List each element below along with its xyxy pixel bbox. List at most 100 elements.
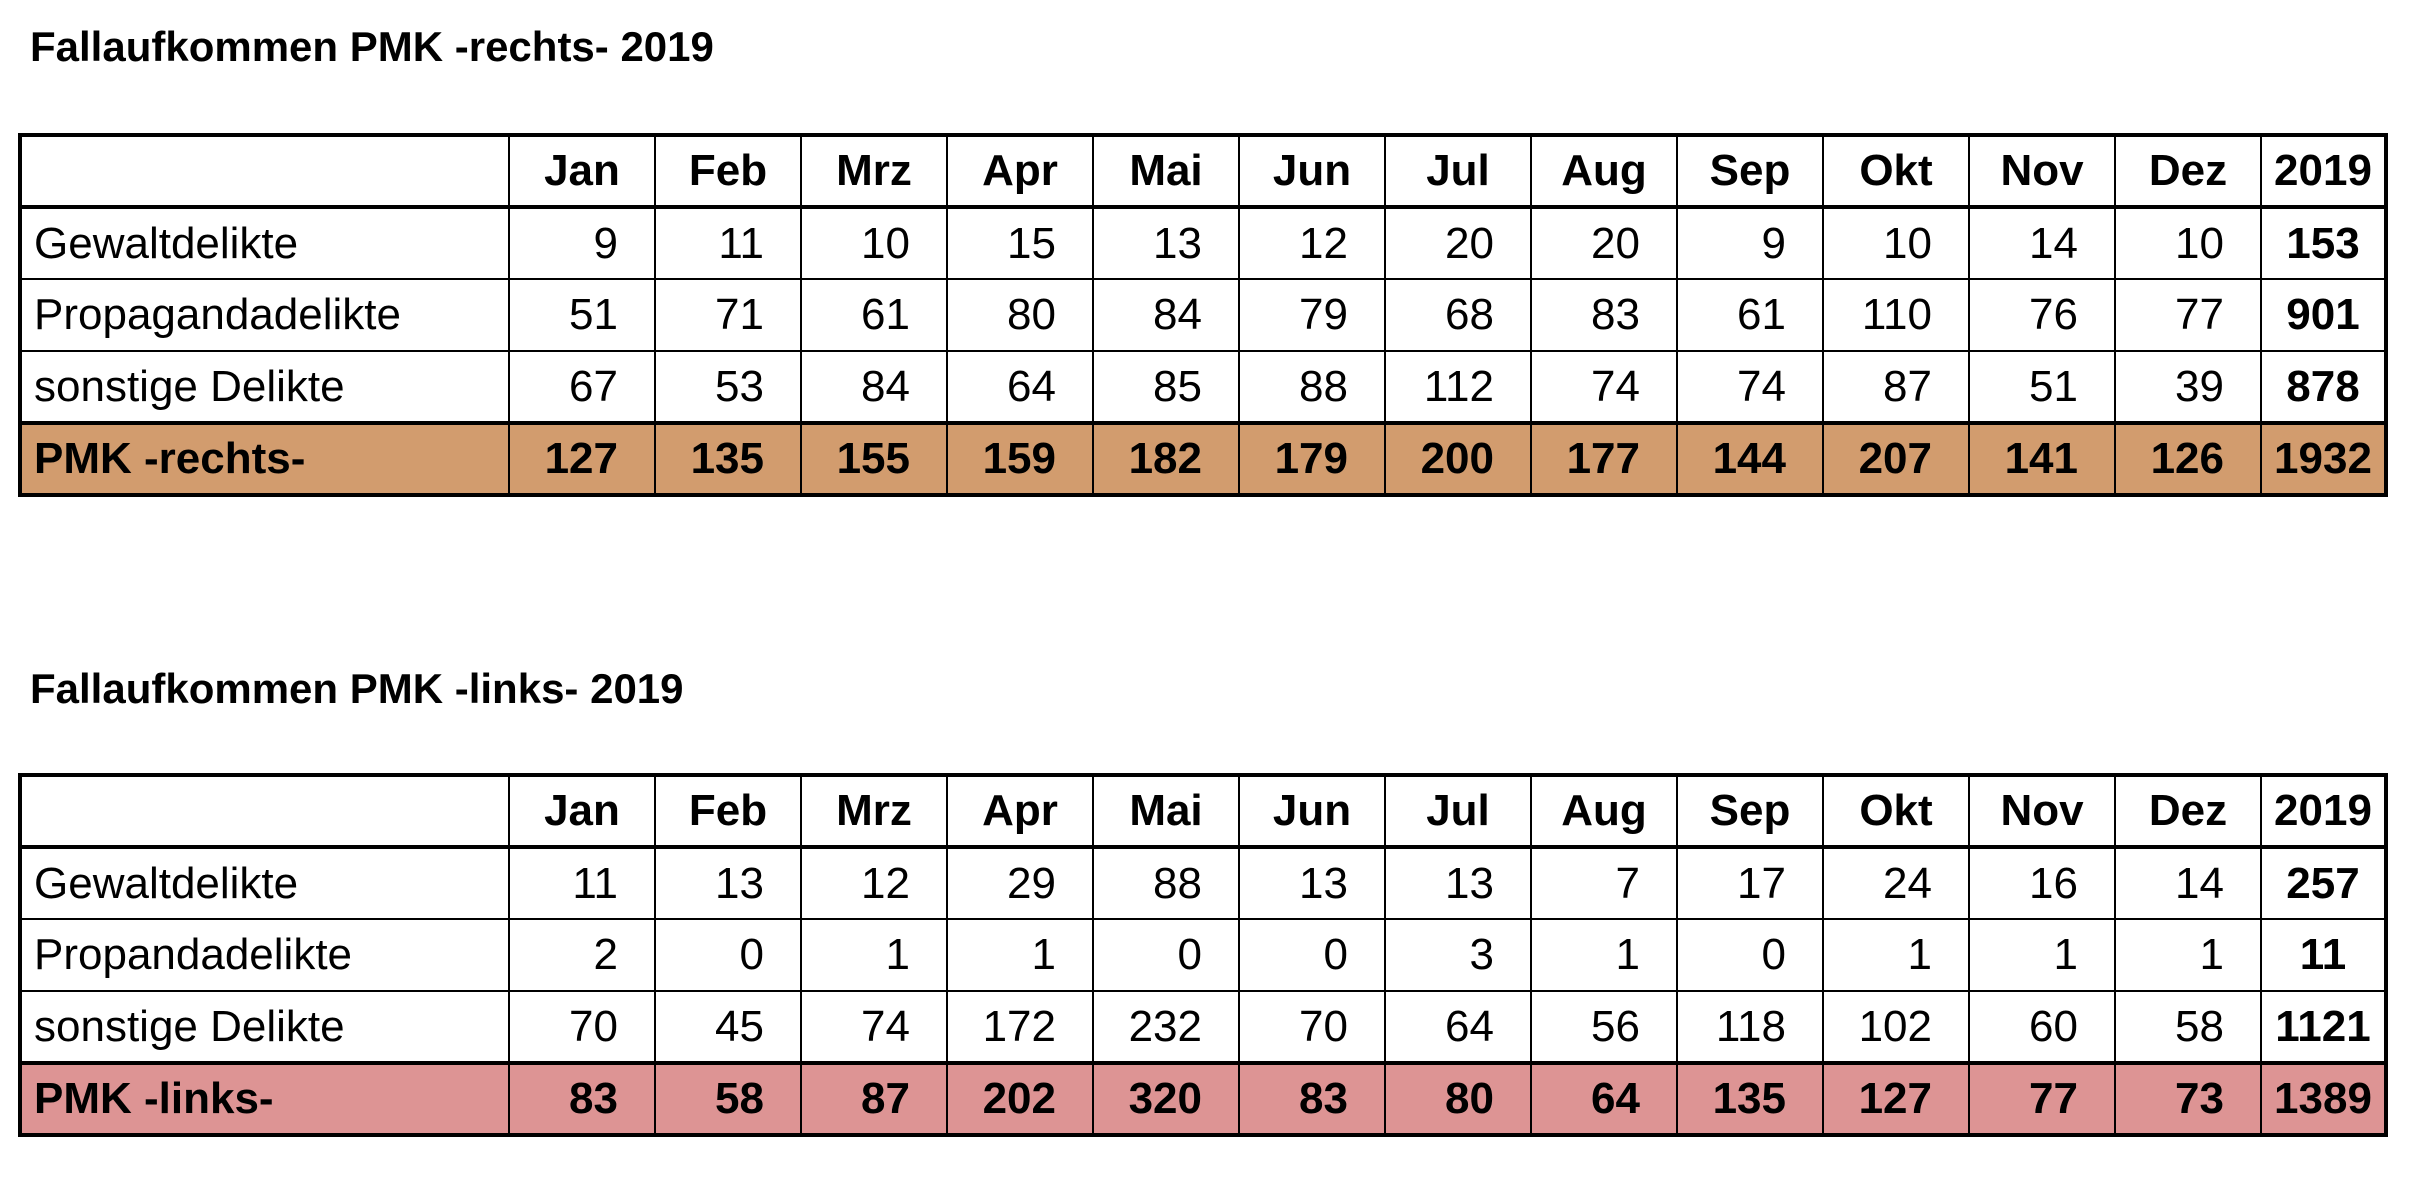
total-value-cell: 182 bbox=[1092, 421, 1240, 496]
column-header-apr: Apr bbox=[946, 774, 1094, 849]
row-label: Gewaltdelikte bbox=[19, 846, 510, 920]
column-header-nov: Nov bbox=[1968, 774, 2116, 849]
value-cell: 232 bbox=[1092, 990, 1240, 1064]
value-cell: 29 bbox=[946, 846, 1094, 920]
corner-cell bbox=[19, 774, 510, 849]
total-value-cell: 64 bbox=[1530, 1061, 1678, 1136]
data-row: Gewaltdelikte 9 11 10 15 13 12 20 20 9 10 14 10 153 bbox=[19, 206, 2387, 280]
value-cell: 1 bbox=[1822, 918, 1970, 992]
row-label: Propandadelikte bbox=[19, 918, 510, 992]
value-cell: 13 bbox=[1384, 846, 1532, 920]
value-cell: 80 bbox=[946, 278, 1094, 352]
value-cell: 9 bbox=[1676, 206, 1824, 280]
total-value-cell: 83 bbox=[1238, 1061, 1386, 1136]
total-value-cell: 73 bbox=[2114, 1061, 2262, 1136]
value-cell: 12 bbox=[800, 846, 948, 920]
value-cell: 10 bbox=[800, 206, 948, 280]
column-header-jun: Jun bbox=[1238, 774, 1386, 849]
row-total-cell: 11 bbox=[2260, 918, 2387, 992]
value-cell: 61 bbox=[1676, 278, 1824, 352]
value-cell: 15 bbox=[946, 206, 1094, 280]
value-cell: 84 bbox=[1092, 278, 1240, 352]
column-header-feb: Feb bbox=[654, 774, 802, 849]
value-cell: 51 bbox=[508, 278, 656, 352]
value-cell: 53 bbox=[654, 350, 802, 424]
value-cell: 24 bbox=[1822, 846, 1970, 920]
value-cell: 74 bbox=[800, 990, 948, 1064]
data-row: Propandadelikte 2 0 1 1 0 0 3 1 0 1 1 1 11 bbox=[19, 918, 2387, 992]
value-cell: 9 bbox=[508, 206, 656, 280]
total-value-cell: 126 bbox=[2114, 421, 2262, 496]
column-header-2019: 2019 bbox=[2260, 774, 2387, 849]
row-label: sonstige Delikte bbox=[19, 350, 510, 424]
value-cell: 11 bbox=[508, 846, 656, 920]
page-title-pmk-links: Fallaufkommen PMK -links- 2019 bbox=[30, 665, 684, 712]
row-total-cell: 257 bbox=[2260, 846, 2387, 920]
value-cell: 60 bbox=[1968, 990, 2116, 1064]
total-value-cell: 127 bbox=[508, 421, 656, 496]
value-cell: 20 bbox=[1384, 206, 1532, 280]
column-header-jan: Jan bbox=[508, 134, 656, 209]
value-cell: 1 bbox=[1530, 918, 1678, 992]
value-cell: 11 bbox=[654, 206, 802, 280]
data-row: sonstige Delikte 70 45 74 172 232 70 64 56 118 102… bbox=[19, 990, 2387, 1064]
value-cell: 2 bbox=[508, 918, 656, 992]
total-value-cell: 320 bbox=[1092, 1061, 1240, 1136]
total-value-cell: 155 bbox=[800, 421, 948, 496]
row-total-cell: 1121 bbox=[2260, 990, 2387, 1064]
value-cell: 20 bbox=[1530, 206, 1678, 280]
total-row-label: PMK -rechts- bbox=[19, 421, 510, 496]
value-cell: 61 bbox=[800, 278, 948, 352]
column-header-aug: Aug bbox=[1530, 134, 1678, 209]
value-cell: 13 bbox=[1092, 206, 1240, 280]
total-value-cell: 141 bbox=[1968, 421, 2116, 496]
value-cell: 0 bbox=[1676, 918, 1824, 992]
column-header-mai: Mai bbox=[1092, 134, 1240, 209]
total-row: PMK -links- 83 58 87 202 320 83 80 64 135 127 77 73 1… bbox=[19, 1061, 2387, 1136]
value-cell: 14 bbox=[2114, 846, 2262, 920]
column-header-mrz: Mrz bbox=[800, 134, 948, 209]
value-cell: 0 bbox=[654, 918, 802, 992]
value-cell: 77 bbox=[2114, 278, 2262, 352]
column-header-apr: Apr bbox=[946, 134, 1094, 209]
column-header-nov: Nov bbox=[1968, 134, 2116, 209]
total-value-cell: 87 bbox=[800, 1061, 948, 1136]
value-cell: 84 bbox=[800, 350, 948, 424]
value-cell: 1 bbox=[800, 918, 948, 992]
column-header-dez: Dez bbox=[2114, 774, 2262, 849]
value-cell: 87 bbox=[1822, 350, 1970, 424]
pmk-links-table: Jan Feb Mrz Apr Mai Jun Jul Aug Sep Okt Nov Dez 2019… bbox=[18, 773, 2388, 1137]
value-cell: 67 bbox=[508, 350, 656, 424]
value-cell: 51 bbox=[1968, 350, 2116, 424]
value-cell: 13 bbox=[654, 846, 802, 920]
value-cell: 56 bbox=[1530, 990, 1678, 1064]
page-title-pmk-rechts: Fallaufkommen PMK -rechts- 2019 bbox=[30, 23, 714, 70]
column-header-jul: Jul bbox=[1384, 774, 1532, 849]
value-cell: 110 bbox=[1822, 278, 1970, 352]
value-cell: 74 bbox=[1530, 350, 1678, 424]
column-header-sep: Sep bbox=[1676, 134, 1824, 209]
value-cell: 39 bbox=[2114, 350, 2262, 424]
value-cell: 64 bbox=[946, 350, 1094, 424]
header-row: Jan Feb Mrz Apr Mai Jun Jul Aug Sep Okt Nov Dez 2019 bbox=[19, 774, 2387, 849]
total-value-cell: 58 bbox=[654, 1061, 802, 1136]
value-cell: 0 bbox=[1238, 918, 1386, 992]
value-cell: 70 bbox=[1238, 990, 1386, 1064]
column-header-okt: Okt bbox=[1822, 134, 1970, 209]
grand-total-cell: 1932 bbox=[2260, 421, 2387, 496]
total-value-cell: 202 bbox=[946, 1061, 1094, 1136]
value-cell: 7 bbox=[1530, 846, 1678, 920]
value-cell: 1 bbox=[1968, 918, 2116, 992]
total-value-cell: 135 bbox=[1676, 1061, 1824, 1136]
column-header-sep: Sep bbox=[1676, 774, 1824, 849]
data-row: sonstige Delikte 67 53 84 64 85 88 112 74 74 87 51 3… bbox=[19, 350, 2387, 424]
total-value-cell: 80 bbox=[1384, 1061, 1532, 1136]
column-header-dez: Dez bbox=[2114, 134, 2262, 209]
total-row-label: PMK -links- bbox=[19, 1061, 510, 1136]
total-value-cell: 127 bbox=[1822, 1061, 1970, 1136]
value-cell: 70 bbox=[508, 990, 656, 1064]
value-cell: 58 bbox=[2114, 990, 2262, 1064]
row-total-cell: 878 bbox=[2260, 350, 2387, 424]
column-header-2019: 2019 bbox=[2260, 134, 2387, 209]
